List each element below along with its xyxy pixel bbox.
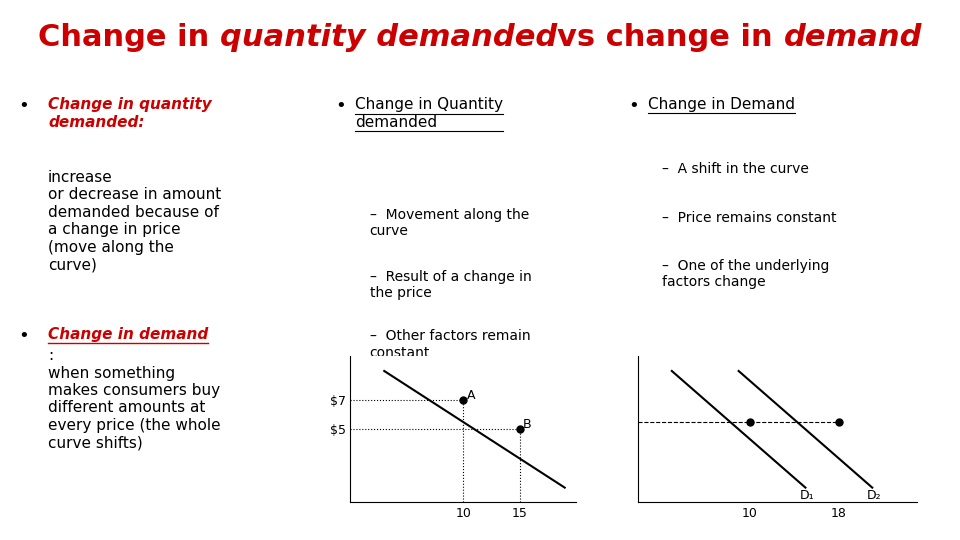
Text: –  Other factors remain
constant: – Other factors remain constant (370, 329, 530, 360)
Text: –  Movement along the
curve: – Movement along the curve (370, 208, 529, 238)
Text: demand: demand (783, 23, 922, 52)
Text: •: • (335, 97, 347, 115)
Text: Change in Demand: Change in Demand (648, 97, 795, 112)
Text: •: • (18, 327, 30, 345)
Text: increase
or decrease in amount
demanded because of
a change in price
(move along: increase or decrease in amount demanded … (48, 170, 221, 272)
Text: :
when something
makes consumers buy
different amounts at
every price (the whole: : when something makes consumers buy dif… (48, 348, 221, 450)
Text: –  Result of a change in
the price: – Result of a change in the price (370, 270, 531, 300)
Text: –  One of the underlying
factors change: – One of the underlying factors change (662, 259, 829, 289)
Text: B: B (523, 418, 532, 431)
Text: vs change in: vs change in (557, 23, 783, 52)
Text: D₁: D₁ (800, 489, 814, 502)
Text: A: A (467, 389, 475, 402)
Text: –  A shift in the curve: – A shift in the curve (662, 162, 809, 176)
Text: Change in quantity
demanded:: Change in quantity demanded: (48, 97, 212, 130)
Text: •: • (628, 97, 639, 115)
Text: Change in Quantity
demanded: Change in Quantity demanded (355, 97, 503, 130)
Text: Change in: Change in (38, 23, 220, 52)
Text: D₂: D₂ (867, 489, 881, 502)
Text: –  Price remains constant: – Price remains constant (662, 211, 837, 225)
Text: quantity demanded: quantity demanded (220, 23, 557, 52)
Text: Change in demand: Change in demand (48, 327, 208, 342)
Text: •: • (18, 97, 30, 115)
